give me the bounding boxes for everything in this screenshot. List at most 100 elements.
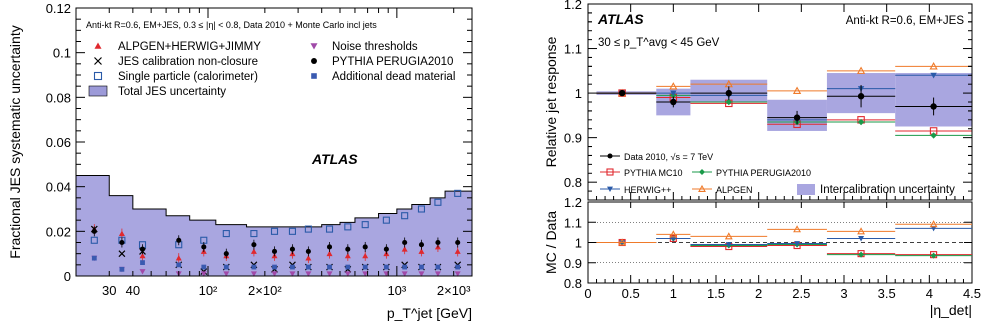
data-point xyxy=(402,239,408,246)
pt-range-label: 30 ≤ p_T^avg < 45 GeV xyxy=(598,37,720,49)
legend-label: Total JES uncertainty xyxy=(118,86,226,98)
data-point xyxy=(435,239,441,246)
data-point xyxy=(793,114,801,121)
data-point xyxy=(140,260,145,265)
legend-marker xyxy=(698,184,706,192)
y-tick-label: 0.8 xyxy=(564,276,582,291)
mc-point xyxy=(669,82,678,90)
x-tick-label: 10² xyxy=(199,283,218,298)
data-point xyxy=(119,239,125,246)
data-point xyxy=(305,248,311,254)
y-tick-label: 1.1 xyxy=(564,215,582,230)
data-point xyxy=(383,264,389,270)
legend-marker xyxy=(797,184,815,195)
data-point xyxy=(139,269,146,275)
x-tick-label: 0 xyxy=(584,286,591,301)
data-point xyxy=(325,225,334,233)
data-point xyxy=(222,230,230,238)
data-point xyxy=(200,271,207,277)
y-tick-label: 0.08 xyxy=(46,90,71,105)
data-point xyxy=(455,264,461,270)
y-tick-label: 0.8 xyxy=(564,175,582,190)
ratio-point xyxy=(618,238,627,246)
data-point xyxy=(344,223,352,231)
x-tick-label: 3 xyxy=(840,286,847,301)
mc-point xyxy=(930,132,937,139)
data-point xyxy=(251,264,257,270)
data-point xyxy=(418,242,425,248)
legend-label: Data 2010, √s = 7 TeV xyxy=(624,152,713,162)
y-tick-label: 1.2 xyxy=(564,195,582,210)
plot-header: Anti-kt R=0.6, EM+JES, 0.3 ≤ |η| < 0.8, … xyxy=(86,20,377,30)
legend-label: ALPGEN+HERWIG+JIMMY xyxy=(118,41,261,53)
y-tick-label: 0.12 xyxy=(46,1,71,16)
legend-label: Single particle (calorimeter) xyxy=(118,71,258,83)
data-point xyxy=(345,246,351,252)
y-tick-label: 0.04 xyxy=(46,180,71,195)
data-point xyxy=(326,250,333,257)
x-tick-label: 1.5 xyxy=(707,286,725,301)
x-tick-label: 2 xyxy=(755,286,762,301)
data-point xyxy=(118,250,126,258)
x-axis-label: p_T^jet [GeV] xyxy=(387,305,472,321)
mc-point xyxy=(792,86,802,94)
legend-marker xyxy=(94,57,102,65)
data-point xyxy=(305,264,311,270)
legend-label: Additional dead material xyxy=(332,71,455,83)
data-point xyxy=(289,246,295,252)
data-point xyxy=(419,264,424,270)
data-point xyxy=(435,264,441,270)
legend-marker xyxy=(606,168,614,176)
legend-marker xyxy=(88,85,108,97)
y-tick-label: 1 xyxy=(575,86,582,101)
legend-label: PYTHIA PERUGIA2010 xyxy=(716,168,811,178)
data-point xyxy=(725,89,732,97)
x-tick-label: 2.5 xyxy=(792,286,810,301)
ratio-point xyxy=(858,236,865,242)
data-point xyxy=(139,252,146,259)
data-point xyxy=(327,264,332,270)
data-point xyxy=(454,271,461,277)
atlas-label: ATLAS xyxy=(311,151,358,167)
data-point xyxy=(383,246,389,252)
data-point xyxy=(401,212,409,220)
data-point xyxy=(401,271,408,277)
legend-marker xyxy=(311,73,317,79)
legend-marker xyxy=(310,43,318,50)
data-point xyxy=(139,248,146,255)
legend-label: PYTHIA MC10 xyxy=(624,168,683,178)
y-tick-label: 0.9 xyxy=(564,131,582,146)
mc-point xyxy=(670,90,677,97)
x-tick-label: 3.5 xyxy=(878,286,896,301)
data-point xyxy=(90,225,98,233)
data-point xyxy=(362,271,369,277)
ratio-point xyxy=(929,220,938,228)
data-point xyxy=(418,248,425,254)
legend-label: Noise thresholds xyxy=(332,41,418,53)
data-point xyxy=(454,248,461,254)
total-jes-band xyxy=(76,175,472,276)
ratio-point xyxy=(794,241,801,247)
mc-point xyxy=(857,118,865,126)
x-tick-label: 4.5 xyxy=(963,286,981,301)
ratio-point xyxy=(669,230,678,238)
mc-point xyxy=(725,98,732,106)
data-point xyxy=(223,264,229,270)
data-point xyxy=(417,205,426,213)
data-point xyxy=(304,225,312,233)
plot-header: Anti-kt R=0.6, EM+JES xyxy=(846,15,965,27)
legend-marker xyxy=(94,42,102,49)
y-tick-label: 0.06 xyxy=(46,135,71,150)
data-point xyxy=(289,271,296,277)
y-tick-label: 1 xyxy=(575,236,582,251)
data-point xyxy=(361,221,369,229)
data-point xyxy=(326,244,333,250)
legend-marker xyxy=(311,58,317,64)
legend-label: ALPGEN xyxy=(716,185,753,195)
data-point xyxy=(326,271,333,277)
data-point xyxy=(119,266,125,272)
data-point xyxy=(250,248,257,254)
ratio-point xyxy=(793,225,802,233)
data-point xyxy=(418,271,425,277)
